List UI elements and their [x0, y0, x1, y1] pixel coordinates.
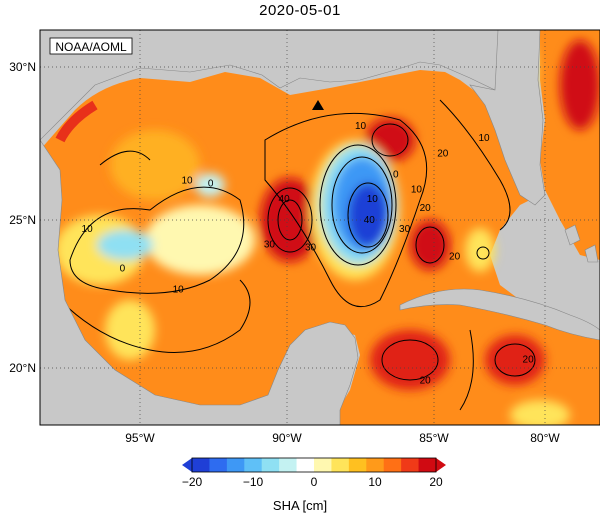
colorbar-tick-label: −10 — [243, 475, 264, 489]
lat-label-30: 30°N — [9, 60, 36, 74]
colorbar-tick-label: 10 — [368, 475, 382, 489]
colorbar-cell — [279, 458, 298, 472]
lon-label-85: 85°W — [419, 431, 449, 445]
colorbar-cell — [348, 458, 367, 472]
map-title: 2020-05-01 — [259, 2, 341, 19]
contour-label: 10 — [478, 133, 490, 144]
colorbar-cell — [418, 458, 437, 472]
colorbar-tick-label: 0 — [311, 475, 318, 489]
lon-label-90: 90°W — [272, 431, 302, 445]
lat-labels: 30°N 25°N 20°N — [9, 60, 36, 375]
colorbar-cell — [209, 458, 228, 472]
colorbar-cell — [226, 458, 245, 472]
colorbar-cell — [331, 458, 350, 472]
contour-label: 20 — [420, 376, 432, 387]
colorbar-cell — [314, 458, 332, 472]
contour-label: 10 — [173, 285, 185, 296]
colorbar-cell — [192, 458, 210, 472]
texas-coastal-anomaly — [55, 100, 98, 143]
lat-label-25: 25°N — [9, 213, 36, 227]
contour-label: 40 — [364, 215, 376, 226]
contour-lines — [59, 99, 536, 411]
colorbar-label: SHA [cm] — [272, 498, 328, 513]
colorbar-tick-label: −20 — [182, 475, 203, 489]
lon-labels: 95°W 90°W 85°W 80°W — [125, 431, 560, 445]
credit-box — [49, 37, 133, 55]
land-masses — [40, 30, 600, 425]
colorbar-tick-label: 20 — [429, 475, 443, 489]
contour-label: 20 — [420, 203, 432, 214]
colorbar: −20 −10 0 10 20 — [182, 457, 446, 489]
colorbar-right-arrow — [436, 458, 446, 472]
contour-label: 20 — [449, 251, 461, 262]
contour-label: 30 — [399, 224, 411, 235]
lat-label-20: 20°N — [9, 361, 36, 375]
contour-label: 10 — [181, 176, 193, 187]
colorbar-cell — [261, 458, 280, 472]
colorbar-cell — [296, 458, 315, 472]
colorbar-cell — [383, 458, 402, 472]
contour-label: 10 — [355, 121, 367, 132]
contour-labels: 10 10 0 0 10 40 30 30 10 10 0 10 20 30 40 20 10 20 20 20 — [82, 121, 535, 387]
colorbar-cell — [401, 458, 420, 472]
colorbar-left-arrow — [182, 458, 192, 472]
buoy-marker — [312, 100, 324, 110]
lon-label-95: 95°W — [125, 431, 155, 445]
credit-text: NOAA/AOML — [55, 40, 127, 54]
contour-label: 10 — [82, 224, 94, 235]
gridlines — [40, 30, 600, 425]
contour-label: 30 — [305, 242, 317, 253]
lon-label-80: 80°W — [530, 431, 560, 445]
contour-label: 0 — [120, 264, 126, 275]
contour-label: 30 — [264, 239, 276, 250]
contour-label: 0 — [393, 170, 399, 181]
contour-label: 40 — [279, 194, 291, 205]
contour-label: 0 — [208, 179, 214, 190]
map-frame — [39, 29, 600, 426]
colorbar-cell — [366, 458, 385, 472]
contour-label: 20 — [523, 354, 535, 365]
colorbar-cell — [244, 458, 263, 472]
contour-label: 10 — [411, 185, 423, 196]
contour-label: 10 — [367, 194, 379, 205]
contour-label: 20 — [437, 148, 449, 159]
colorbar-frame — [191, 457, 437, 473]
